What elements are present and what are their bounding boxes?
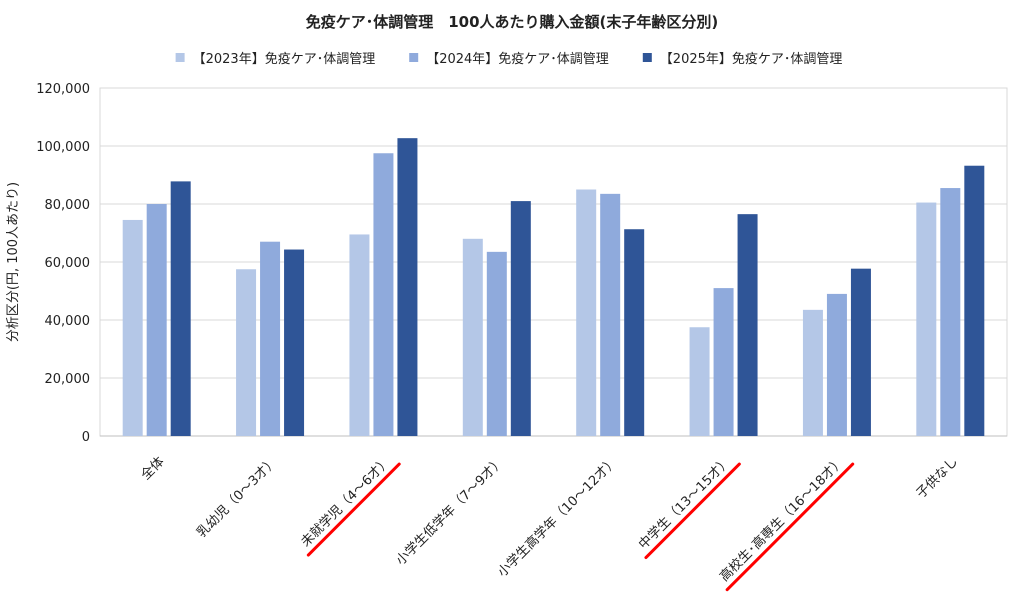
y-tick-label: 40,000 [45,314,91,329]
y-tick-label: 120,000 [36,82,90,97]
y-axis-label: 分析区分(円, 100人あたり) [6,182,21,342]
x-tick-label: 全体 [138,454,168,484]
highlight-underlines [306,462,855,592]
bar [737,214,758,436]
chart-title: 免疫ケア･体調管理 100人あたり購入金額(末子年齢区分別) [306,13,719,31]
bar [170,181,191,436]
x-tick-label: 中学生（13～15才） [635,454,734,553]
legend-swatch [642,53,652,62]
highlight-underline [725,462,855,592]
y-tick-label: 100,000 [36,140,90,155]
legend-swatch [175,53,185,62]
bar [802,309,823,436]
bar [373,153,394,436]
legend-label: 【2023年】免疫ケア･体調管理 [193,51,376,67]
bars [122,138,985,437]
x-tick-label: 乳幼児（0～3才） [194,454,281,541]
bar [850,268,871,436]
bar [940,188,961,436]
y-tick-label: 20,000 [45,372,91,387]
legend-label: 【2025年】免疫ケア･体調管理 [660,51,843,67]
bar [964,165,985,436]
x-tick-label: 未就学児（4～6才） [298,454,395,551]
y-tick-label: 60,000 [45,256,91,271]
bar [826,293,847,436]
bar [462,238,483,436]
x-tick-label: 小学生低学年（7～9才） [393,454,508,569]
bar [916,202,937,436]
highlight-underline [644,462,741,560]
bar [624,229,645,436]
bar [510,201,531,436]
bar [122,219,143,436]
bar [576,189,597,436]
x-tick-label: 小学生高学年（10～12才） [494,454,621,581]
bar [260,241,281,436]
x-axis: 全体 乳幼児（0～3才） 未就学児（4～6才） 小学生低学年（7～9才）小学生高学年（… [138,454,961,585]
bar [689,327,710,436]
bar [713,288,734,436]
y-tick-label: 0 [82,430,90,445]
bar [600,193,621,436]
bar [146,204,167,436]
y-axis: 0 20,000 40,000 60,000 80,000 100,000 120,000 [36,82,90,445]
bar [397,138,418,437]
bar [349,234,370,436]
y-tick-label: 80,000 [45,198,91,213]
legend-swatch [409,53,419,62]
gridlines [99,87,1008,437]
legend-label: 【2024年】免疫ケア･体調管理 [426,51,609,67]
bar [486,251,507,436]
legend: 【2023年】免疫ケア･体調管理 【2024年】免疫ケア･体調管理 【2025年】免… [175,51,843,67]
highlight-underline [306,462,401,557]
x-tick-label: 子供なし [914,454,961,501]
bar [284,249,305,436]
x-tick-label: 高校生･高専生（16～18才） [717,454,848,585]
bar [236,269,257,436]
